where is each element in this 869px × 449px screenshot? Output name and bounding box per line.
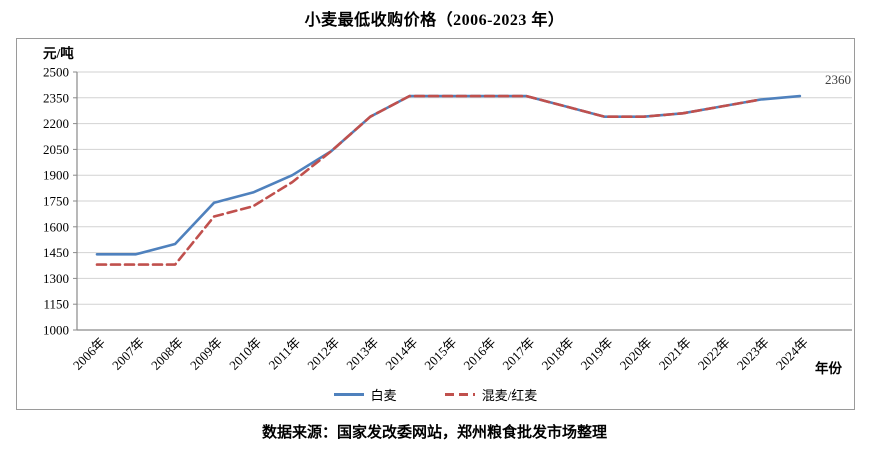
x-tick-label: 2017年 (499, 335, 537, 373)
x-tick-label: 2015年 (421, 335, 459, 373)
x-tick-label: 2006年 (70, 335, 108, 373)
y-tick-label: 1450 (43, 245, 69, 260)
legend-label-mixed-red-wheat: 混麦/红麦 (481, 388, 538, 403)
x-tick-label: 2010年 (226, 335, 264, 373)
x-axis-title: 年份 (815, 361, 842, 376)
data-source-note: 数据来源：国家发改委网站，郑州粮食批发市场整理 (261, 425, 607, 441)
x-tick-label: 2009年 (187, 335, 225, 373)
chart-legend: 白麦 混麦/红麦 (17, 385, 854, 404)
chart-frame: 1000 1150 1300 1450 1600 1750 1900 2050 2200 2350… (16, 38, 855, 410)
x-tick-label: 2014年 (382, 335, 420, 373)
y-tick-label: 1750 (43, 194, 69, 209)
y-tick-label: 1000 (43, 323, 69, 338)
x-tick-label: 2023年 (734, 335, 772, 373)
x-tick-label: 2019年 (578, 335, 616, 373)
y-tick-label: 2350 (43, 90, 69, 105)
legend-item-white-wheat: 白麦 (333, 385, 397, 404)
y-tick-label: 2500 (43, 65, 69, 80)
y-tick-label: 1150 (43, 297, 69, 312)
y-tick-label: 1900 (43, 168, 69, 183)
series-line-mixed-red-wheat (95, 94, 763, 266)
x-tick-label: 2011年 (266, 335, 304, 373)
x-tick-label: 2007年 (109, 335, 147, 373)
x-tick-label: 2022年 (695, 335, 733, 373)
legend-item-mixed-red-wheat: 混麦/红麦 (444, 385, 538, 404)
x-tick-label: 2024年 (773, 335, 811, 373)
x-tick-label: 2012年 (304, 335, 342, 373)
y-tick-label: 1600 (43, 219, 69, 234)
y-tick-label: 2200 (43, 116, 69, 131)
x-tick-label: 2018年 (539, 335, 577, 373)
dashed-line-swatch-icon (444, 393, 475, 396)
x-tick-label: 2013年 (343, 335, 381, 373)
x-tick-label: 2021年 (656, 335, 694, 373)
y-tick-label: 1300 (43, 271, 69, 286)
legend-label-white-wheat: 白麦 (370, 388, 397, 403)
x-tick-label: 2016年 (460, 335, 498, 373)
x-tick-label: 2020年 (617, 335, 655, 373)
solid-line-swatch-icon (333, 393, 364, 396)
last-point-data-label: 2360 (825, 72, 851, 87)
price-line-chart: 1000 1150 1300 1450 1600 1750 1900 2050 2200 2350… (43, 65, 852, 373)
x-tick-label: 2008年 (148, 335, 186, 373)
y-tick-label: 2050 (43, 142, 69, 157)
y-axis-unit-label: 元/吨 (43, 46, 74, 61)
chart-title: 小麦最低收购价格（2006-2023 年） (304, 12, 565, 29)
